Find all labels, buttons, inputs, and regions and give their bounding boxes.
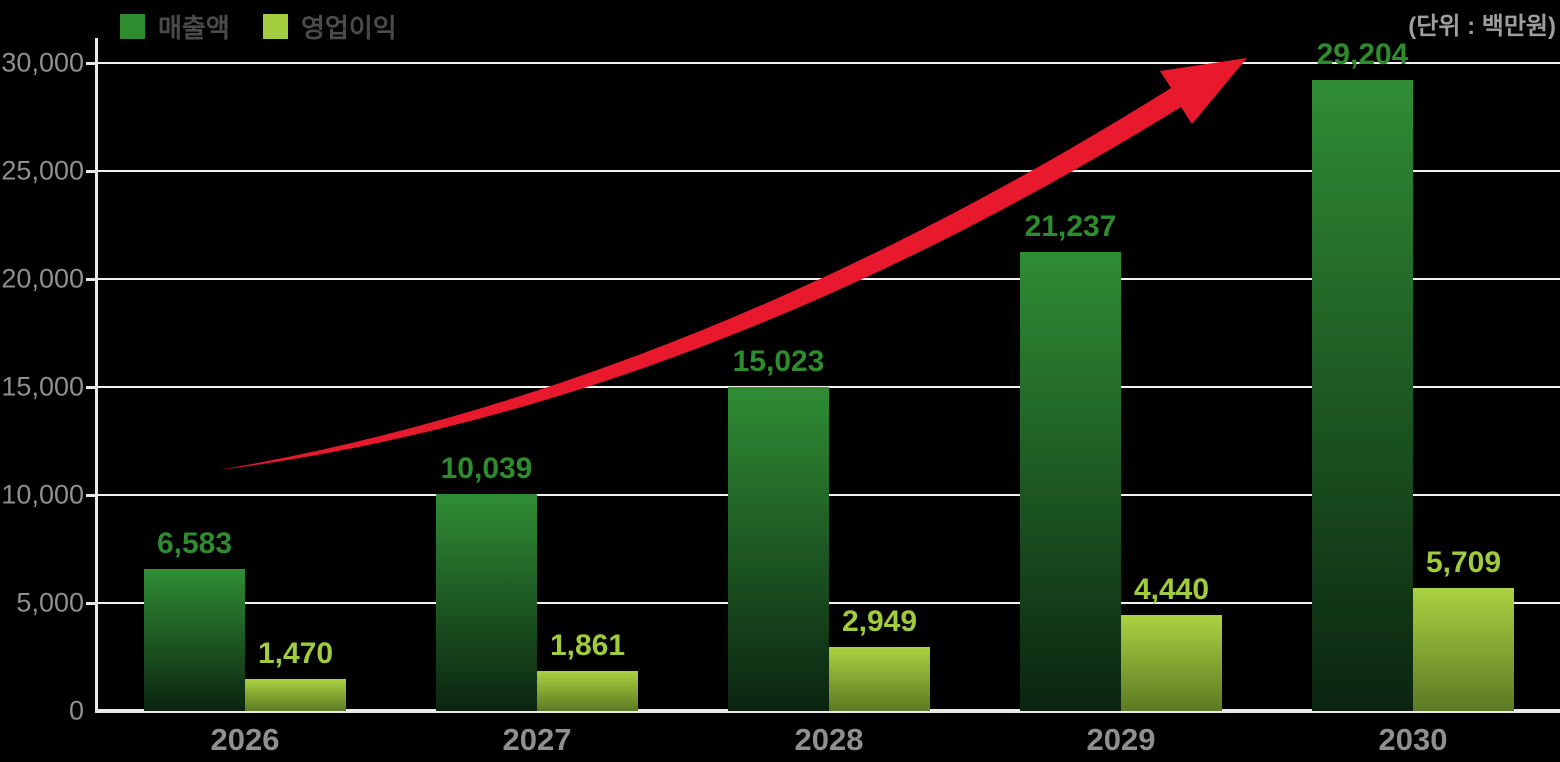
bar-profit-2029 — [1121, 615, 1222, 711]
y-axis-line — [95, 38, 98, 713]
bar-value-label-revenue-2027: 10,039 — [440, 452, 533, 485]
x-axis-label-2026: 2026 — [210, 722, 280, 757]
revenue-swatch-icon — [120, 14, 145, 39]
bar-value-label-revenue-2026: 6,583 — [156, 527, 233, 560]
unit-note: (단위 : 백만원) — [1408, 13, 1556, 40]
legend-label-profit: 영업이익 — [301, 13, 397, 43]
y-tick — [86, 170, 95, 173]
y-axis-label: 30,000 — [1, 47, 84, 78]
bar-profit-2027 — [537, 671, 638, 711]
y-axis-label: 25,000 — [1, 155, 84, 186]
bar-value-label-profit-2030: 5,709 — [1425, 546, 1502, 579]
gridline — [98, 602, 1560, 604]
y-tick — [86, 278, 95, 281]
y-tick — [86, 494, 95, 497]
profit-swatch-icon — [263, 14, 288, 39]
y-tick — [86, 602, 95, 605]
bar-profit-2026 — [245, 679, 346, 711]
y-axis-label: 10,000 — [1, 479, 84, 510]
bar-profit-2030 — [1413, 588, 1514, 711]
legend-label-revenue: 매출액 — [158, 13, 230, 43]
bar-revenue-2026 — [144, 569, 245, 711]
gridline — [98, 494, 1560, 496]
x-axis-label-2028: 2028 — [794, 722, 864, 757]
y-axis-label: 5,000 — [16, 587, 84, 618]
bar-value-label-revenue-2029: 21,237 — [1024, 210, 1117, 243]
bar-revenue-2028 — [728, 387, 829, 711]
bar-value-label-profit-2026: 1,470 — [257, 637, 334, 670]
bar-revenue-2027 — [436, 494, 537, 711]
x-axis-label-2027: 2027 — [502, 722, 572, 757]
legend-item-profit: 영업이익 — [263, 8, 397, 45]
legend-item-revenue: 매출액 — [120, 8, 230, 45]
y-tick — [86, 62, 95, 65]
y-axis-label: 15,000 — [1, 371, 84, 402]
x-axis-label-2030: 2030 — [1378, 722, 1448, 757]
bar-value-label-revenue-2028: 15,023 — [732, 345, 825, 378]
x-axis-line — [95, 709, 1560, 713]
bar-value-label-profit-2029: 4,440 — [1133, 573, 1210, 606]
y-axis-label: 0 — [68, 695, 84, 726]
bar-revenue-2030 — [1312, 80, 1413, 711]
bar-profit-2028 — [829, 647, 930, 711]
y-axis-label: 20,000 — [1, 263, 84, 294]
y-tick — [86, 386, 95, 389]
bar-value-label-revenue-2030: 29,204 — [1316, 38, 1409, 71]
bar-value-label-profit-2028: 2,949 — [841, 605, 918, 638]
bar-revenue-2029 — [1020, 252, 1121, 711]
bar-value-label-profit-2027: 1,861 — [549, 629, 626, 662]
x-axis-label-2029: 2029 — [1086, 722, 1156, 757]
